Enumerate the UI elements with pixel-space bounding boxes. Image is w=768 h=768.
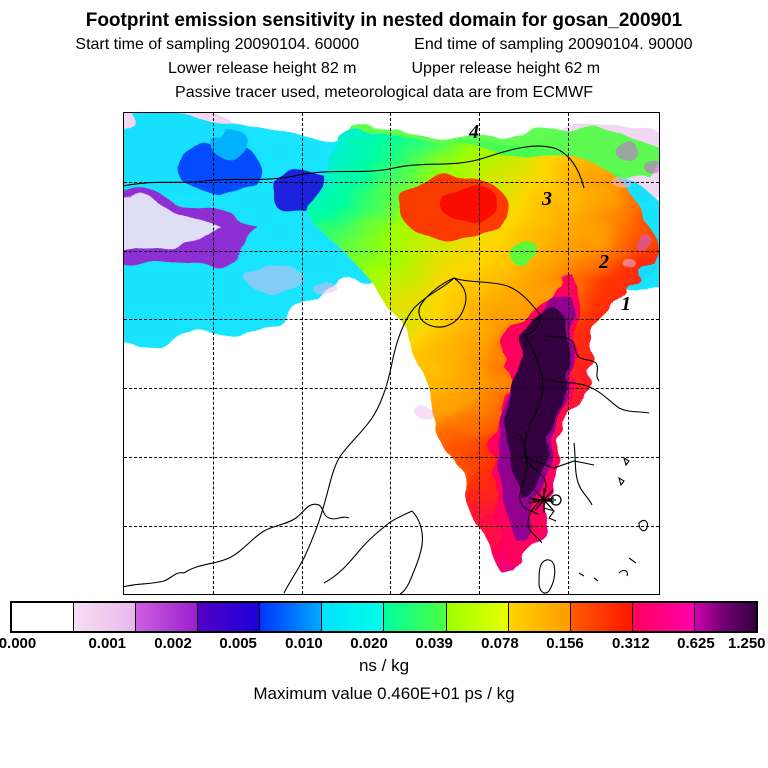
colorbar-segment[interactable] [136, 603, 198, 631]
gridline-vertical [213, 113, 214, 594]
plume-region-label-1: 1 [621, 293, 631, 316]
colorbar-max-label: Maximum value 0.460E+01 ps / kg [0, 684, 768, 704]
colorbar-tick-2: 0.002 [154, 635, 192, 652]
colorbar-tick-1: 0.001 [88, 635, 126, 652]
colorbar-segment[interactable] [447, 603, 509, 631]
colorbar-segment[interactable] [260, 603, 322, 631]
colorbar-tick-5: 0.020 [350, 635, 388, 652]
colorbar-segment[interactable] [198, 603, 260, 631]
gridline-horizontal [124, 319, 659, 320]
colorbar-tick-7: 0.078 [481, 635, 519, 652]
gridline-vertical [390, 113, 391, 594]
gridline-horizontal [124, 526, 659, 527]
gridline-horizontal [124, 388, 659, 389]
gridline-horizontal [124, 457, 659, 458]
colorbar-tick-11: 1.250 [728, 635, 766, 652]
colorbar-tick-4: 0.010 [285, 635, 323, 652]
plume-region-label-4: 4 [469, 121, 479, 144]
colorbar-segment[interactable] [322, 603, 384, 631]
colorbar-segment[interactable] [695, 603, 756, 631]
colorbar-tick-3: 0.005 [219, 635, 257, 652]
colorbar-tick-9: 0.312 [612, 635, 650, 652]
page-title: Footprint emission sensitivity in nested… [0, 10, 768, 32]
footprint-map: 4 3 2 1 [123, 112, 660, 595]
colorbar-segment[interactable] [74, 603, 136, 631]
colorbar-segment[interactable] [12, 603, 74, 631]
plot-root: Footprint emission sensitivity in nested… [0, 0, 768, 768]
colorbar-segment[interactable] [384, 603, 446, 631]
colorbar[interactable] [10, 601, 758, 633]
plume-region-label-2: 2 [599, 251, 609, 274]
colorbar-tick-10: 0.625 [677, 635, 715, 652]
plume-region-label-3: 3 [542, 188, 552, 211]
colorbar-segment[interactable] [571, 603, 633, 631]
colorbar-section: 0.000 0.001 0.002 0.005 0.010 0.020 0.03… [10, 601, 758, 653]
colorbar-segment[interactable] [509, 603, 571, 631]
gridline-vertical [568, 113, 569, 594]
colorbar-tick-0: 0.000 [0, 635, 36, 652]
colorbar-unit-label: ns / kg [0, 656, 768, 676]
gridline-vertical [302, 113, 303, 594]
subtitle-release-heights: Lower release height 82 m Upper release h… [0, 60, 768, 78]
colorbar-tick-6: 0.039 [415, 635, 453, 652]
subtitle-sampling-times: Start time of sampling 20090104. 60000 En… [0, 36, 768, 54]
colorbar-tick-8: 0.156 [546, 635, 584, 652]
gridline-vertical [479, 113, 480, 594]
gridline-horizontal [124, 251, 659, 252]
colorbar-ticks: 0.000 0.001 0.002 0.005 0.010 0.020 0.03… [10, 633, 758, 653]
gridline-horizontal [124, 182, 659, 183]
subtitle-tracer-info: Passive tracer used, meteorological data… [0, 84, 768, 102]
colorbar-segment[interactable] [633, 603, 695, 631]
